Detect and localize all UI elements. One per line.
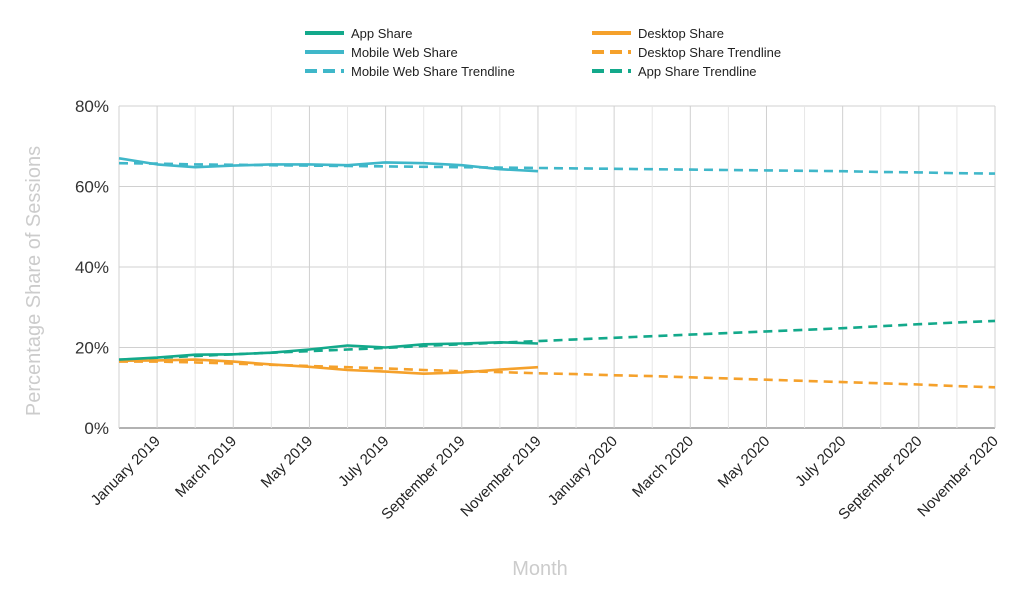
x-tick-label: January 2020 [545,433,621,509]
desktop-share-line [118,358,539,375]
x-tick-label: July 2019 [335,433,392,490]
series-lines [118,157,996,389]
legend-label: Mobile Web Share Trendline [351,64,515,79]
x-axis-ticks: January 2019 March 2019 May 2019 July 2019S… [88,433,1002,523]
x-tick-label: September 2020 [835,433,925,523]
legend-label: App Share [351,26,412,41]
x-tick-label: January 2019 [88,433,164,509]
x-axis-title: Month [512,558,568,580]
y-axis-ticks: 0% 20% 40% 60% 80% [75,97,109,438]
x-tick-label: September 2019 [378,433,468,523]
legend-label: Mobile Web Share [351,45,458,60]
legend: App Share Mobile Web Share Mobile Web Shar… [305,26,781,79]
mobile-web-share-line [118,157,539,173]
x-tick-label: May 2020 [715,433,774,492]
desktop-share-trendline-line [119,360,996,389]
x-tick-label: March 2019 [172,433,240,501]
y-tick-label: 40% [75,258,109,277]
app-share-line [118,341,539,361]
app-share-trendline-line [118,319,996,362]
mobile-web-share-trendline-line [118,161,996,175]
y-axis-title: Percentage Share of Sessions [23,146,45,416]
x-tick-label: March 2020 [629,433,697,501]
y-tick-label: 60% [75,178,109,197]
legend-label: App Share Trendline [638,64,757,79]
legend-label: Desktop Share [638,26,724,41]
y-tick-label: 80% [75,97,109,116]
y-tick-label: 0% [84,419,109,438]
grid [118,105,996,429]
x-tick-label: July 2020 [792,433,849,490]
x-tick-label: November 2019 [457,433,544,520]
x-tick-label: May 2019 [258,433,317,492]
y-tick-label: 20% [75,339,109,358]
legend-label: Desktop Share Trendline [638,45,781,60]
x-tick-label: November 2020 [914,433,1001,520]
